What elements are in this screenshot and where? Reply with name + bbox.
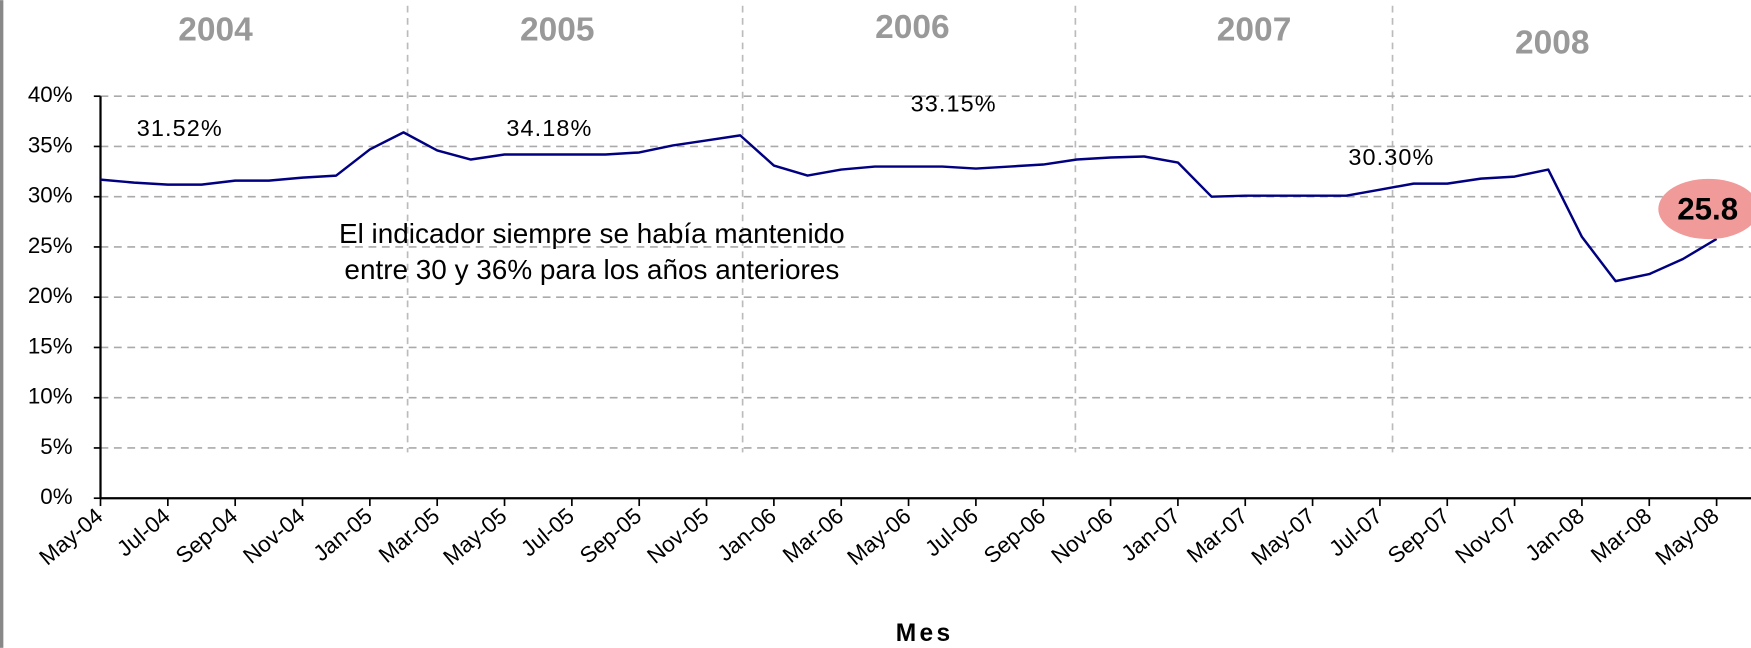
x-tick-label: Sep-05 (575, 503, 646, 568)
note-text: entre 30 y 36% para los años anteriores (344, 254, 839, 285)
year-label: 2004 (178, 11, 253, 48)
y-tick-label: 35% (28, 132, 73, 157)
x-tick-label: Jul-07 (1324, 503, 1387, 561)
x-tick-label: Nov-07 (1450, 503, 1521, 568)
x-tick-label: Jul-06 (920, 503, 983, 561)
line (100, 131, 1718, 283)
x-tick-label: Sep-04 (171, 503, 242, 568)
year-label: 2006 (875, 9, 950, 46)
x-tick-label: May-07 (1246, 503, 1319, 570)
x-tick-label: May-04 (34, 503, 107, 570)
annotation: 33.15% (911, 90, 997, 116)
x-tick-label: Sep-07 (1383, 503, 1454, 568)
y-tick-label: 0% (40, 484, 72, 509)
y-tick-label: 15% (28, 333, 73, 358)
x-tick-label: Nov-04 (238, 503, 309, 568)
annotation: 34.18% (506, 115, 592, 141)
annotation: 30.30% (1348, 144, 1434, 170)
x-tick-label: Mar-05 (374, 503, 444, 568)
x-tick-label: May-06 (842, 503, 915, 570)
y-tick-label: 20% (28, 283, 73, 308)
y-tick-label: 10% (28, 384, 73, 409)
x-tick-label: Jul-04 (112, 503, 175, 561)
x-axis-title: Mes (896, 620, 954, 647)
left-border (0, 0, 4, 648)
x-tick-label: May-08 (1651, 503, 1724, 570)
x-tick-label: Jan-05 (308, 503, 376, 566)
x-tick-label: Jan-06 (713, 503, 781, 566)
x-tick-label: Jan-07 (1117, 503, 1185, 566)
year-label: 2007 (1217, 11, 1292, 48)
x-tick-label: Mar-06 (778, 503, 848, 568)
y-tick-label: 5% (40, 434, 72, 459)
x-tick-label: Mar-07 (1182, 503, 1252, 568)
x-tick-label: Sep-06 (979, 503, 1050, 568)
x-tick-label: May-05 (438, 503, 511, 570)
note-text: El indicador siempre se había mantenido (339, 218, 845, 249)
callout-label: 25.8 (1677, 191, 1738, 226)
x-tick-label: Jan-08 (1521, 503, 1589, 566)
y-tick-label: 25% (28, 233, 73, 258)
x-tick-label: Jul-05 (516, 503, 579, 561)
y-tick-label: 40% (28, 82, 73, 107)
x-tick-label: Nov-06 (1046, 503, 1117, 568)
year-label: 2008 (1515, 25, 1590, 62)
x-tick-label: Mar-08 (1586, 503, 1656, 568)
x-tick-label: Nov-05 (642, 503, 713, 568)
year-label: 2005 (520, 11, 595, 48)
y-tick-label: 30% (28, 183, 73, 208)
callout-bubble (1658, 178, 1751, 240)
annotation: 31.52% (137, 115, 223, 141)
